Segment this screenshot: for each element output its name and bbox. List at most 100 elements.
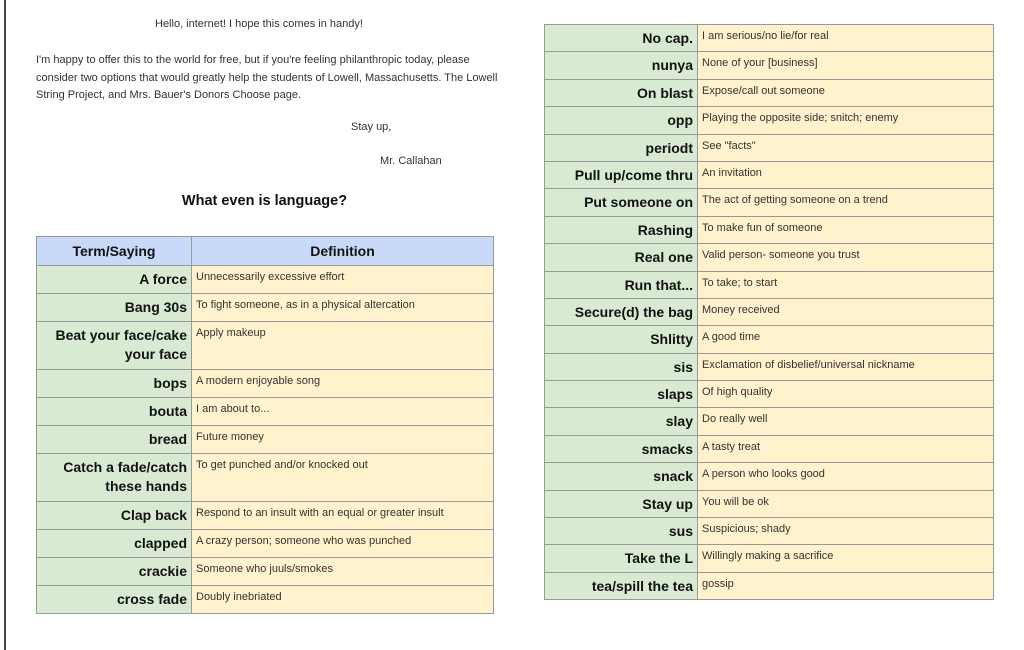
greeting: Hello, internet! I hope this comes in ha… xyxy=(155,18,363,30)
definition-cell: gossip xyxy=(697,571,994,601)
definition-cell: To fight someone, as in a physical alter… xyxy=(191,293,494,322)
term-cell: On blast xyxy=(544,78,698,108)
term-cell: Clap back xyxy=(36,501,192,530)
term-cell: sis xyxy=(544,352,698,382)
table-row: sus Suspicious; shady xyxy=(544,517,994,546)
page-title: What even is language? xyxy=(181,193,348,209)
table-row: bops A modern enjoyable song xyxy=(36,369,494,398)
term-cell: clapped xyxy=(36,529,192,558)
term-cell: opp xyxy=(544,106,698,135)
definition-cell: A person who looks good xyxy=(697,462,994,491)
table-row: smacks A tasty treat xyxy=(544,434,994,464)
term-cell: Secure(d) the bag xyxy=(544,297,698,327)
header-definition: Definition xyxy=(191,236,494,266)
table-row: periodt See "facts" xyxy=(544,133,994,162)
definition-cell: Expose/call out someone xyxy=(697,78,994,108)
definition-cell: Suspicious; shady xyxy=(697,517,994,546)
table-row: Bang 30s To fight someone, as in a physic… xyxy=(36,293,494,322)
definition-cell: None of your [business] xyxy=(697,51,994,80)
term-cell: slay xyxy=(544,407,698,436)
table-row: Clap back Respond to an insult with an eq… xyxy=(36,501,494,530)
closing: Stay up, xyxy=(351,121,392,133)
table-row: bread Future money xyxy=(36,425,494,454)
term-cell: Put someone on xyxy=(544,188,698,217)
definition-cell: Someone who juuls/smokes xyxy=(191,557,494,586)
definition-cell: Future money xyxy=(191,425,494,454)
definition-cell: An invitation xyxy=(697,160,994,190)
table-row: Stay up You will be ok xyxy=(544,489,994,519)
page-edge-line xyxy=(4,0,6,650)
table-row: nunya None of your [business] xyxy=(544,51,994,80)
definition-cell: You will be ok xyxy=(697,489,994,519)
definition-cell: I am about to... xyxy=(191,397,494,426)
term-cell: A force xyxy=(36,265,192,294)
term-cell: crackie xyxy=(36,557,192,586)
definition-cell: See "facts" xyxy=(697,133,994,162)
term-cell: bread xyxy=(36,425,192,454)
term-cell: slaps xyxy=(544,380,698,409)
table-row: Beat your face/cake your face Apply makeu… xyxy=(36,321,494,370)
table-row: cross fade Doubly inebriated xyxy=(36,585,494,614)
definition-cell: Unnecessarily excessive effort xyxy=(191,265,494,294)
definition-cell: A tasty treat xyxy=(697,434,994,464)
term-cell: Beat your face/cake your face xyxy=(36,321,192,370)
definition-cell: Do really well xyxy=(697,407,994,436)
term-cell: Bang 30s xyxy=(36,293,192,322)
definition-cell: Valid person- someone you trust xyxy=(697,243,994,272)
definition-cell: Money received xyxy=(697,297,994,327)
definition-cell: I am serious/no lie/for real xyxy=(697,23,994,53)
definition-cell: Apply makeup xyxy=(191,321,494,370)
table-row: tea/spill the tea gossip xyxy=(544,571,994,601)
term-cell: periodt xyxy=(544,133,698,162)
table-row: Put someone on The act of getting someone… xyxy=(544,188,994,217)
term-cell: Pull up/come thru xyxy=(544,160,698,190)
table-row: snack A person who looks good xyxy=(544,462,994,491)
table-row: On blast Expose/call out someone xyxy=(544,78,994,108)
term-cell: cross fade xyxy=(36,585,192,614)
table-row: sis Exclamation of disbelief/universal ni… xyxy=(544,352,994,382)
definition-cell: The act of getting someone on a trend xyxy=(697,188,994,217)
term-cell: Rashing xyxy=(544,215,698,245)
term-cell: Real one xyxy=(544,243,698,272)
term-cell: sus xyxy=(544,517,698,546)
definition-cell: Doubly inebriated xyxy=(191,585,494,614)
term-cell: Shlitty xyxy=(544,325,698,354)
definition-cell: To take; to start xyxy=(697,270,994,299)
definition-cell: Exclamation of disbelief/universal nickn… xyxy=(697,352,994,382)
definition-cell: To make fun of someone xyxy=(697,215,994,245)
term-cell: bouta xyxy=(36,397,192,426)
term-cell: tea/spill the tea xyxy=(544,571,698,601)
table-row: slay Do really well xyxy=(544,407,994,436)
definition-cell: A crazy person; someone who was punched xyxy=(191,529,494,558)
signature: Mr. Callahan xyxy=(380,155,442,167)
term-cell: bops xyxy=(36,369,192,398)
term-cell: Run that... xyxy=(544,270,698,299)
table-row: Shlitty A good time xyxy=(544,325,994,354)
table-row: A force Unnecessarily excessive effort xyxy=(36,265,494,294)
term-cell: Take the L xyxy=(544,544,698,573)
definition-cell: Willingly making a sacrifice xyxy=(697,544,994,573)
term-cell: No cap. xyxy=(544,23,698,53)
table-row: clapped A crazy person; someone who was p… xyxy=(36,529,494,558)
intro-paragraph: I'm happy to offer this to the world for… xyxy=(36,54,498,101)
table-row: Run that... To take; to start xyxy=(544,270,994,299)
term-cell: nunya xyxy=(544,51,698,80)
definition-cell: Of high quality xyxy=(697,380,994,409)
table-row: Catch a fade/catch these hands To get pun… xyxy=(36,453,494,502)
table-row: Secure(d) the bag Money received xyxy=(544,297,994,327)
term-cell: Stay up xyxy=(544,489,698,519)
header-term: Term/Saying xyxy=(36,236,192,266)
table-row: crackie Someone who juuls/smokes xyxy=(36,557,494,586)
term-cell: Catch a fade/catch these hands xyxy=(36,453,192,502)
slang-table-right: No cap. I am serious/no lie/for real nunya… xyxy=(544,23,994,601)
table-row: Real one Valid person- someone you trust xyxy=(544,243,994,272)
table-row: slaps Of high quality xyxy=(544,380,994,409)
term-cell: smacks xyxy=(544,434,698,464)
table-row: bouta I am about to... xyxy=(36,397,494,426)
definition-cell: A good time xyxy=(697,325,994,354)
definition-cell: Respond to an insult with an equal or gr… xyxy=(191,501,494,530)
definition-cell: To get punched and/or knocked out xyxy=(191,453,494,502)
definition-cell: A modern enjoyable song xyxy=(191,369,494,398)
slang-table-left: Term/Saying Definition A force Unnecessar… xyxy=(36,236,494,614)
table-row: No cap. I am serious/no lie/for real xyxy=(544,23,994,53)
